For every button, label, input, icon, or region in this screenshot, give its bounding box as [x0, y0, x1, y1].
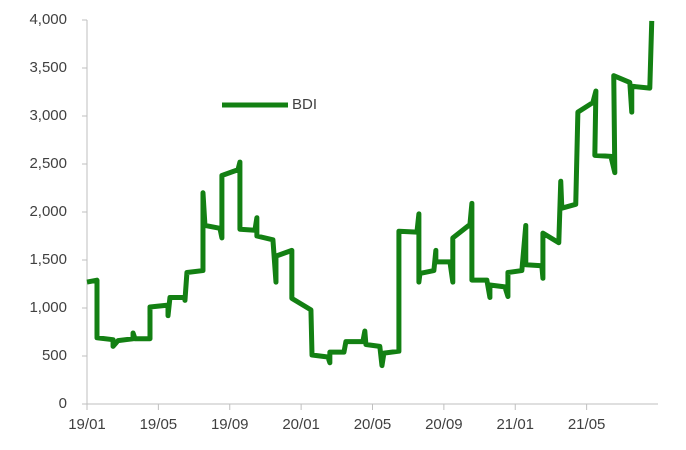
x-tick-label: 19/09 [211, 416, 249, 433]
y-tick-label: 2,000 [29, 203, 67, 220]
x-tick-label: 19/05 [140, 416, 178, 433]
y-tick-label: 0 [59, 395, 67, 412]
data-line [86, 20, 655, 369]
legend-label: BDI [292, 96, 317, 113]
x-tick-label: 21/01 [496, 416, 534, 433]
x-tick-label: 20/09 [425, 416, 463, 433]
x-tick-label: 21/05 [568, 416, 606, 433]
y-tick-label: 2,500 [29, 155, 67, 172]
y-tick-label: 1,500 [29, 251, 67, 268]
y-tick-label: 3,500 [29, 59, 67, 76]
y-tick-label: 1,000 [29, 299, 67, 316]
x-tick-label: 20/05 [354, 416, 392, 433]
x-tick-label: 20/01 [282, 416, 320, 433]
y-tick-label: 3,000 [29, 107, 67, 124]
y-tick-label: 500 [42, 347, 67, 364]
x-tick-label: 19/01 [68, 416, 106, 433]
y-tick-label: 4,000 [29, 11, 67, 28]
